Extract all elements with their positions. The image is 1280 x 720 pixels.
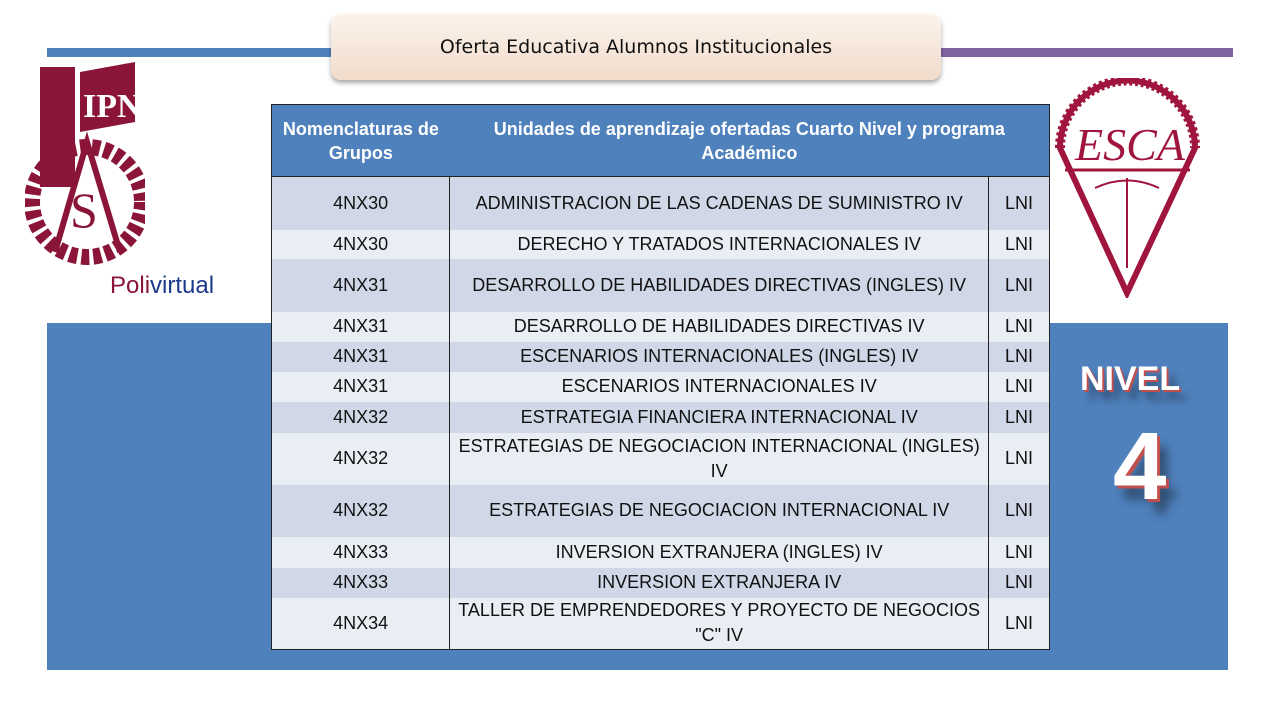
program-cell: LNI: [988, 371, 1050, 402]
header-units: Unidades de aprendizaje ofertadas Cuarto…: [449, 104, 1050, 177]
svg-text:IPN: IPN: [83, 88, 142, 125]
polivirtual-logo: Polivirtual: [110, 272, 214, 300]
program-cell: LNI: [988, 536, 1050, 568]
group-cell: 4NX30: [271, 176, 450, 230]
table-row: 4NX31 ESCENARIOS INTERNACIONALES IV LNI: [271, 371, 1050, 402]
page-title: Oferta Educativa Alumnos Institucionales: [331, 14, 941, 80]
program-cell: LNI: [988, 432, 1050, 485]
unit-cell: DERECHO Y TRATADOS INTERNACIONALES IV: [449, 229, 989, 259]
table-row: 4NX30 ADMINISTRACION DE LAS CADENAS DE SU…: [271, 176, 1050, 230]
program-cell: LNI: [988, 258, 1050, 312]
unit-cell: DESARROLLO DE HABILIDADES DIRECTIVAS (IN…: [449, 258, 989, 312]
group-cell: 4NX31: [271, 311, 450, 342]
table-row: 4NX34 TALLER DE EMPRENDEDORES Y PROYECTO …: [271, 597, 1050, 650]
table-row: 4NX31 DESARROLLO DE HABILIDADES DIRECTIVA…: [271, 258, 1050, 312]
polivirtual-logo-text-b: virtual: [150, 272, 215, 299]
unit-cell: ADMINISTRACION DE LAS CADENAS DE SUMINIS…: [449, 176, 989, 230]
program-cell: LNI: [988, 484, 1050, 537]
group-cell: 4NX33: [271, 567, 450, 598]
svg-text:S: S: [70, 182, 98, 238]
polivirtual-logo-text-a: Poli: [110, 272, 151, 299]
program-cell: LNI: [988, 341, 1050, 372]
unit-cell: ESTRATEGIAS DE NEGOCIACION INTERNACIONAL…: [449, 484, 989, 537]
group-cell: 4NX31: [271, 258, 450, 312]
table-row: 4NX32 ESTRATEGIAS DE NEGOCIACION INTERNAC…: [271, 484, 1050, 537]
program-cell: LNI: [988, 176, 1050, 230]
esca-logo: ESCA: [1055, 78, 1200, 298]
unit-cell: ESTRATEGIAS DE NEGOCIACION INTERNACIONAL…: [449, 432, 989, 485]
group-cell: 4NX32: [271, 484, 450, 537]
table-row: 4NX31 ESCENARIOS INTERNACIONALES (INGLES)…: [271, 341, 1050, 372]
table-row: 4NX31 DESARROLLO DE HABILIDADES DIRECTIVA…: [271, 311, 1050, 342]
header-groups: Nomenclaturas de Grupos: [271, 104, 450, 177]
program-cell: LNI: [988, 311, 1050, 342]
header-rule-purple: [930, 48, 1233, 57]
program-cell: LNI: [988, 401, 1050, 433]
table-row: 4NX32 ESTRATEGIA FINANCIERA INTERNACIONAL…: [271, 401, 1050, 433]
group-cell: 4NX31: [271, 371, 450, 402]
group-cell: 4NX30: [271, 229, 450, 259]
table-row: 4NX33 INVERSION EXTRANJERA IV LNI: [271, 567, 1050, 598]
program-cell: LNI: [988, 597, 1050, 650]
level-number: 4: [1113, 413, 1167, 520]
program-cell: LNI: [988, 229, 1050, 259]
unit-cell: ESCENARIOS INTERNACIONALES (INGLES) IV: [449, 341, 989, 372]
group-cell: 4NX32: [271, 432, 450, 485]
page-title-text: Oferta Educativa Alumnos Institucionales: [439, 36, 833, 58]
program-cell: LNI: [988, 567, 1050, 598]
table-row: 4NX30 DERECHO Y TRATADOS INTERNACIONALES …: [271, 229, 1050, 259]
group-cell: 4NX33: [271, 536, 450, 568]
unit-cell: INVERSION EXTRANJERA (INGLES) IV: [449, 536, 989, 568]
unit-cell: TALLER DE EMPRENDEDORES Y PROYECTO DE NE…: [449, 597, 989, 650]
svg-text:ESCA: ESCA: [1074, 119, 1186, 170]
unit-cell: DESARROLLO DE HABILIDADES DIRECTIVAS IV: [449, 311, 989, 342]
table-row: 4NX32 ESTRATEGIAS DE NEGOCIACION INTERNAC…: [271, 432, 1050, 485]
unit-cell: ESCENARIOS INTERNACIONALES IV: [449, 371, 989, 402]
level-label: NIVEL: [1080, 360, 1181, 398]
group-cell: 4NX32: [271, 401, 450, 433]
courses-table: Nomenclaturas de Grupos Unidades de apre…: [271, 104, 1050, 650]
group-cell: 4NX34: [271, 597, 450, 650]
unit-cell: ESTRATEGIA FINANCIERA INTERNACIONAL IV: [449, 401, 989, 433]
header-rule-blue: [47, 48, 347, 57]
table-row: 4NX33 INVERSION EXTRANJERA (INGLES) IV LNI: [271, 536, 1050, 568]
unit-cell: INVERSION EXTRANJERA IV: [449, 567, 989, 598]
group-cell: 4NX31: [271, 341, 450, 372]
ipn-logo: IPN S: [25, 62, 145, 265]
